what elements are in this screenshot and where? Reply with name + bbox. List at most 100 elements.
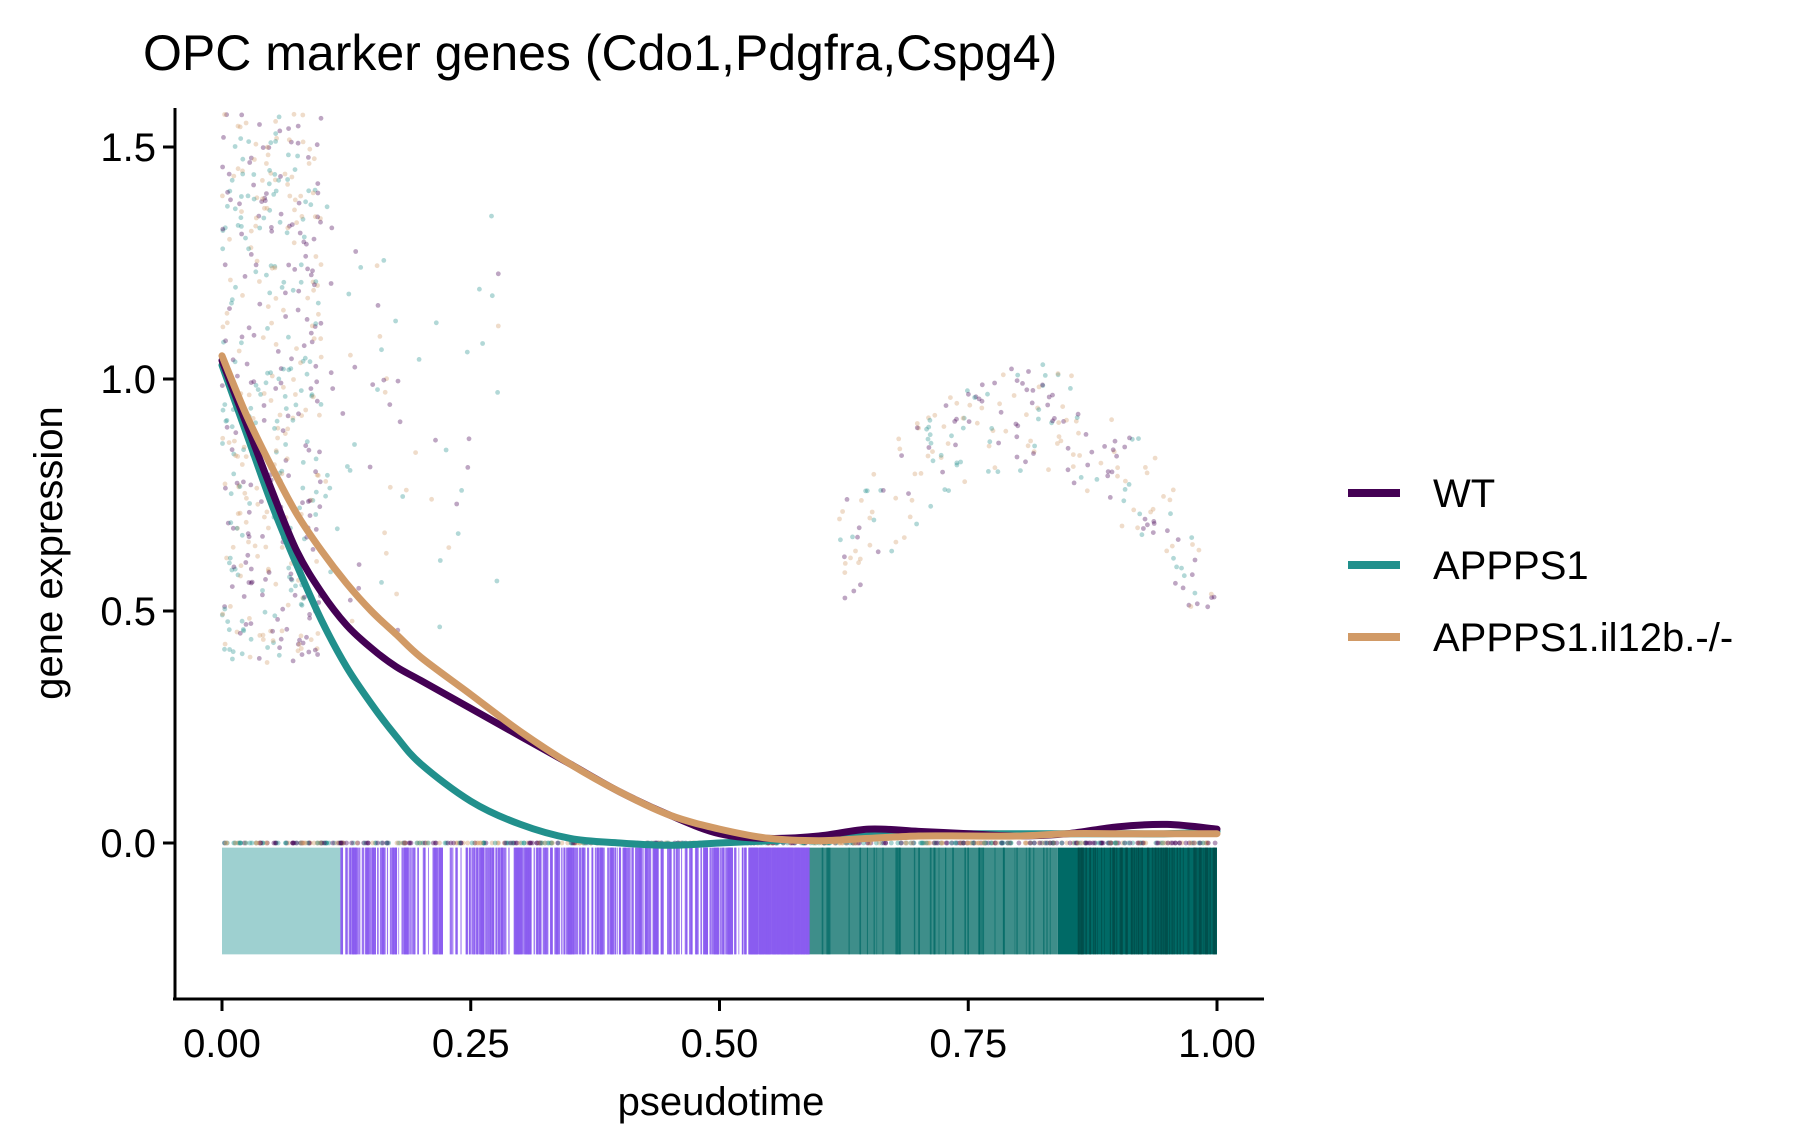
scatter-point (864, 488, 870, 494)
scatter-point (302, 536, 307, 542)
scatter-point (372, 840, 378, 846)
scatter-point (1005, 840, 1010, 846)
scatter-point (967, 402, 973, 408)
scatter-point (244, 361, 250, 367)
scatter-point (1122, 444, 1128, 450)
scatter-point (420, 840, 426, 846)
scatter-point (224, 112, 230, 118)
scatter-point (221, 339, 226, 345)
scatter-point (315, 840, 320, 846)
scatter-point (318, 840, 324, 846)
scatter-point (924, 426, 929, 432)
scatter-point (1077, 453, 1082, 458)
scatter-point (260, 335, 266, 340)
scatter-point (286, 137, 292, 143)
scatter-point (269, 225, 274, 230)
scatter-point (365, 840, 371, 846)
scatter-point (267, 168, 272, 173)
scatter-point (926, 445, 932, 450)
scatter-point (1015, 372, 1021, 378)
legend-label: APPPS1 (1433, 544, 1589, 588)
scatter-point (352, 364, 358, 370)
scatter-point (253, 840, 259, 846)
scatter-point (272, 264, 278, 269)
scatter-point (919, 840, 925, 846)
scatter-point (1170, 840, 1175, 846)
scatter-point (248, 252, 254, 257)
scatter-point (246, 580, 252, 585)
scatter-point (313, 489, 319, 495)
scatter-point (976, 840, 982, 846)
scatter-point (1028, 438, 1033, 444)
scatter-point (1160, 840, 1166, 846)
scatter-point (856, 560, 861, 566)
scatter-point (1083, 840, 1089, 846)
scatter-point (264, 205, 270, 211)
scatter-point (246, 539, 251, 545)
scatter-point (1177, 840, 1183, 846)
scatter-point (309, 339, 315, 345)
scatter-point (480, 341, 485, 346)
scatter-point (246, 246, 252, 252)
scatter-point (306, 840, 312, 846)
scatter-point (949, 840, 955, 846)
scatter-point (262, 205, 267, 211)
scatter-point (235, 525, 240, 531)
scatter-point (1119, 523, 1125, 529)
scatter-point (287, 223, 292, 229)
scatter-point (277, 412, 283, 418)
scatter-point (308, 386, 314, 391)
scatter-point (268, 398, 274, 403)
scatter-point (229, 424, 235, 430)
scatter-point (310, 547, 316, 552)
scatter-point (307, 840, 312, 846)
scatter-point (1136, 436, 1141, 441)
scatter-point (229, 447, 235, 453)
scatter-point (301, 239, 307, 245)
scatter-point (976, 396, 982, 402)
scatter-point (235, 123, 241, 129)
scatter-point (311, 840, 317, 846)
scatter-point (1153, 840, 1159, 846)
scatter-point (305, 295, 311, 301)
scatter-point (938, 455, 944, 460)
scatter-point (279, 471, 285, 477)
scatter-point (1186, 840, 1192, 846)
scatter-point (1161, 840, 1166, 846)
scatter-point (454, 501, 460, 507)
scatter-point (220, 193, 225, 199)
scatter-point (269, 373, 275, 379)
scatter-point (306, 447, 312, 453)
scatter-point (511, 840, 517, 846)
scatter-point (238, 573, 243, 579)
scatter-point (251, 182, 256, 188)
scatter-point (853, 548, 858, 554)
scatter-point (252, 543, 258, 549)
scatter-point (965, 388, 970, 394)
scatter-point (954, 416, 959, 422)
scatter-point (1165, 528, 1170, 534)
scatter-point (339, 840, 345, 846)
scatter-point (1014, 378, 1020, 383)
scatter-point (966, 840, 972, 846)
scatter-point (1056, 420, 1062, 425)
scatter-point (264, 161, 269, 166)
scatter-point (1037, 840, 1043, 846)
scatter-point (239, 194, 244, 199)
scatter-point (534, 840, 540, 846)
scatter-point (308, 330, 314, 336)
scatter-point (842, 561, 848, 566)
scatter-point (1007, 840, 1012, 846)
scatter-point (337, 840, 343, 846)
scatter-point (402, 840, 408, 846)
scatter-point (1014, 434, 1020, 440)
scatter-point (291, 840, 297, 846)
scatter-point (300, 112, 306, 118)
scatter-point (273, 581, 279, 587)
scatter-point (1075, 411, 1081, 417)
scatter-point (958, 840, 963, 846)
scatter-point (475, 840, 481, 846)
scatter-point (1018, 468, 1023, 473)
scatter-point (494, 578, 500, 584)
scatter-point (260, 637, 266, 642)
